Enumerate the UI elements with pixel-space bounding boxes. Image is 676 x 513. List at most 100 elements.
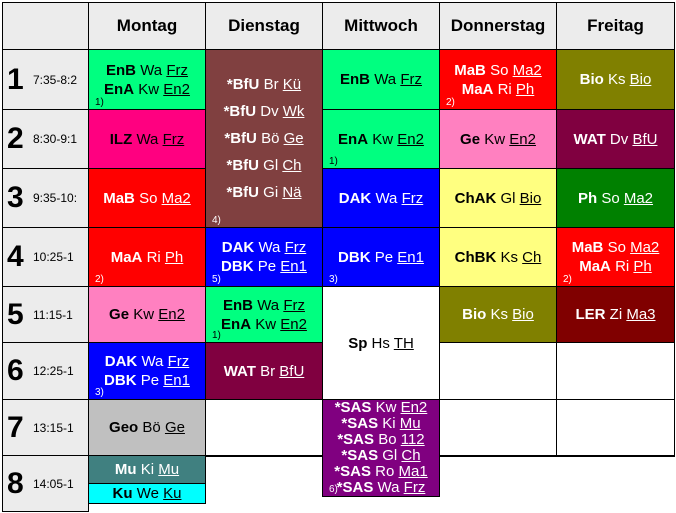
lesson-cell-mo-8a[interactable]: Mu Ki Mu [88,455,206,484]
teacher-code: Kw [138,80,160,98]
period-5: 5 11:15-1 [2,286,89,343]
subject-code: MaB [571,239,604,256]
lesson-line: Bio Ks Bio [462,305,534,324]
lesson-line: DAK Wa Frz [105,352,189,371]
corner-cell [2,2,89,50]
teacher-code: Wa [140,61,163,79]
period-time: 9:35-10: [33,191,78,205]
lesson-cell-mi-4[interactable]: DBK Pe En1 3) [322,227,440,287]
lesson-cell-mo-5[interactable]: Ge Kw En2 [88,286,206,343]
teacher-code: Ks [607,71,626,88]
room-code: 112 [400,431,425,448]
lesson-cell-mi-2[interactable]: EnA Kw En2 1) [322,109,440,169]
room-code: En2 [397,130,424,148]
subject-code: Ph [577,189,598,207]
period-2: 2 8:30-9:1 [2,109,89,169]
lesson-cell-di-6[interactable]: WAT Br BfU [205,342,323,400]
lesson-cell-mo-6[interactable]: DAK Wa Frz DBK Pe En1 3) [88,342,206,400]
lesson-cell-mo-2[interactable]: ILZ Wa Frz [88,109,206,169]
empty-slot-fr-6 [556,342,675,400]
lesson-cell-mo-3[interactable]: MaB So Ma2 [88,168,206,228]
day-header-donnerstag: Donnerstag [439,2,557,50]
room-code: Ge [283,130,304,147]
teacher-code: Wa [136,130,159,148]
lesson-cell-mi-3[interactable]: DAK Wa Frz [322,168,440,228]
lesson-cell-mi-1[interactable]: EnB Wa Frz [322,49,440,110]
lesson-line: Bio Ks Bio [580,70,652,89]
lesson-line: LER Zi Ma3 [575,305,655,324]
teacher-code: Kw [133,306,155,323]
period-number: 7 [7,410,24,444]
room-code: Bio [512,306,534,323]
subject-code: *BfU [226,184,259,201]
lesson-cell-mo-7[interactable]: Geo Bö Ge [88,399,206,456]
lesson-line: *SAS Ki Mu [341,416,420,432]
subject-code: DAK [221,239,255,256]
lesson-line: *SAS Bo 112 [337,432,424,448]
footnote-marker: 3) [95,387,104,398]
period-8: 8 14:05-1 [2,455,89,512]
teacher-code: Bo [378,431,397,448]
lesson-line: Mu Ki Mu [115,460,179,479]
teacher-code: Kw [255,315,277,333]
room-code: BfU [279,362,305,380]
room-code: En1 [280,258,307,275]
day-header-mittwoch: Mittwoch [322,2,440,50]
lesson-line: EnA Kw En2 [338,130,424,149]
lesson-cell-do-2[interactable]: Ge Kw En2 [439,109,557,169]
subject-code: *SAS [341,447,379,464]
teacher-code: Dv [260,103,279,120]
empty-slot-do-8 [439,455,557,457]
empty-slot-do-7 [439,399,557,456]
lesson-cell-do-3[interactable]: ChAK Gl Bio [439,168,557,228]
room-code: Bio [629,71,652,88]
period-6: 6 12:25-1 [2,342,89,400]
room-code: Frz [162,130,185,148]
subject-code: MaA [461,80,494,98]
lesson-cell-fr-3[interactable]: Ph So Ma2 [556,168,675,228]
lesson-cell-fr-1[interactable]: Bio Ks Bio [556,49,675,110]
room-code: En2 [280,315,307,333]
lesson-cell-mo-4[interactable]: MaA Ri Ph 2) [88,227,206,287]
lesson-cell-do-5[interactable]: Bio Ks Bio [439,286,557,343]
room-code: Ku [163,485,182,502]
subject-code: *BfU [226,157,259,174]
period-time: 11:15-1 [33,307,73,322]
subject-code: MaB [454,61,486,79]
lesson-line: MaA Ri Ph [462,80,535,99]
lesson-cell-fr-4[interactable]: MaB So Ma2 MaA Ri Ph 2) [556,227,675,287]
room-code: Ch [522,248,542,266]
subject-code: *SAS [341,415,379,432]
lesson-cell-fr-5[interactable]: LER Zi Ma3 [556,286,675,343]
lesson-line: DBK Pe En1 [104,371,190,390]
period-number: 1 [7,62,24,96]
lesson-line: EnB Wa Frz [223,296,305,315]
room-code: Ma1 [398,463,428,480]
period-time: 13:15-1 [33,420,74,435]
teacher-code: Kw [484,130,506,148]
lesson-cell-di-5[interactable]: EnB Wa Frz EnA Kw En2 1) [205,286,323,343]
teacher-code: Wa [258,239,281,256]
lesson-line: *BfU Br Kü [227,71,301,98]
lesson-line: *SAS Gl Ch [341,448,420,464]
lesson-cell-fr-2[interactable]: WAT Dv BfU [556,109,675,169]
subject-code: LER [575,306,606,323]
teacher-code: Wa [374,71,397,88]
teacher-code: Ki [382,415,396,432]
lesson-cell-do-4[interactable]: ChBK Ks Ch [439,227,557,287]
room-code: Ch [282,157,302,174]
lesson-cell-di-1[interactable]: *BfU Br Kü *BfU Dv Wk *BfU Bö Ge *BfU Gl Ch… [205,49,323,228]
lesson-cell-mi-5[interactable]: Sp Hs TH [322,286,440,400]
lesson-cell-mo-1[interactable]: EnB Wa Frz EnA Kw En2 1) [88,49,206,110]
period-number: 6 [7,354,24,387]
teacher-code: Bö [142,419,161,436]
lesson-cell-do-1[interactable]: MaB So Ma2 MaA Ri Ph 2) [439,49,557,110]
room-code: Ph [633,258,652,275]
subject-code: EnA [221,315,252,333]
room-code: Ma2 [161,189,191,207]
lesson-cell-mo-8b[interactable]: Ku We Ku [88,483,206,504]
lesson-cell-di-4[interactable]: DAK Wa Frz DBK Pe En1 5) [205,227,323,287]
lesson-line: ChAK Gl Bio [455,189,542,208]
lesson-cell-mi-7[interactable]: *SAS Kw En2 *SAS Ki Mu *SAS Bo 112 *SAS Gl … [322,399,440,497]
period-time: 8:30-9:1 [33,132,78,146]
